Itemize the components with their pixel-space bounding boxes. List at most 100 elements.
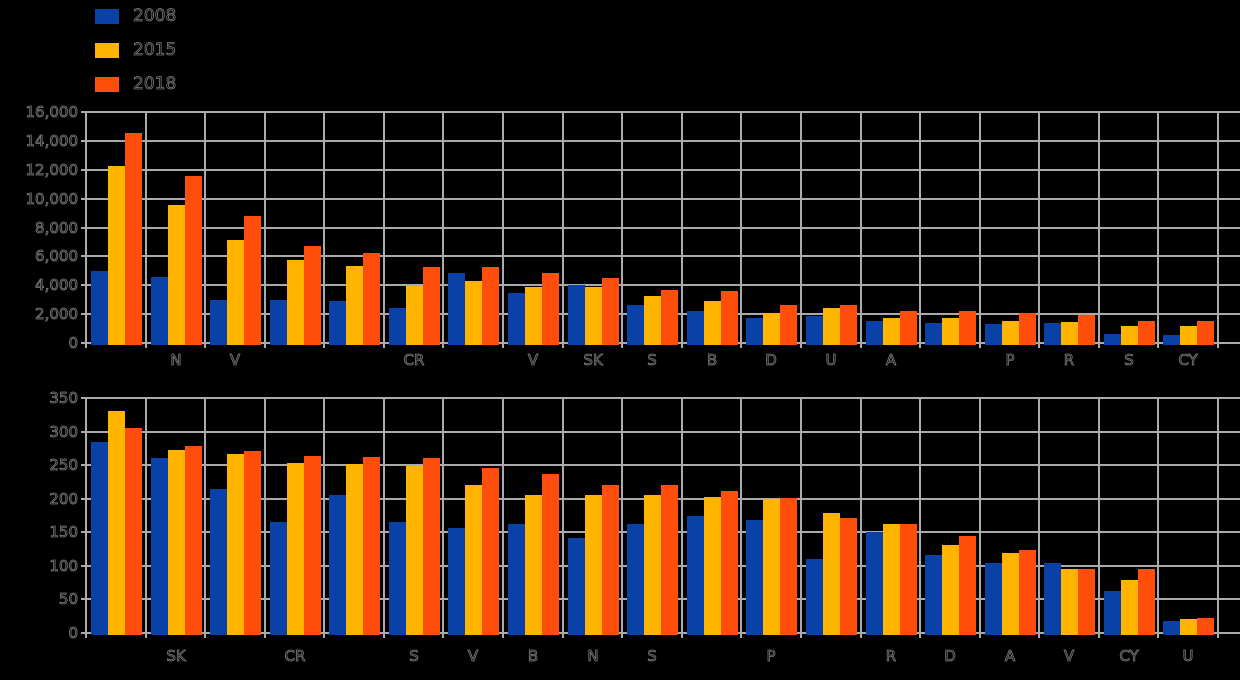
v-gridline <box>204 112 206 348</box>
legend-item: 2015 <box>95 40 177 61</box>
bar-2018 <box>780 498 797 635</box>
y-tick-label: 14,000 <box>25 132 78 151</box>
bar-2018 <box>482 267 499 345</box>
x-tick-label: CR <box>284 647 306 666</box>
v-gridline <box>442 112 444 348</box>
x-tick-label: D <box>765 351 777 370</box>
bar-2015 <box>644 296 661 345</box>
bar-2015 <box>644 495 661 635</box>
bar-2008 <box>210 489 227 635</box>
v-gridline <box>502 112 504 348</box>
bar-2015 <box>823 513 840 635</box>
bar-2018 <box>661 485 678 635</box>
bar-2015 <box>287 260 304 345</box>
bar-2008 <box>925 555 942 635</box>
y-tick-label: 12,000 <box>25 161 78 180</box>
bar-2018 <box>602 278 619 345</box>
bar-2008 <box>1104 334 1121 345</box>
x-tick-label: S <box>1124 351 1134 370</box>
y-tick-label: 6,000 <box>35 247 79 266</box>
bar-2018 <box>1138 321 1155 345</box>
v-gridline <box>979 398 981 638</box>
bar-2018 <box>363 253 380 345</box>
v-gridline <box>740 398 742 638</box>
v-gridline <box>323 398 325 638</box>
v-gridline <box>919 112 921 348</box>
bar-2008 <box>866 532 883 635</box>
x-tick-label: R <box>1063 351 1075 370</box>
x-tick-label: N <box>587 647 599 666</box>
x-tick-label: R <box>885 647 897 666</box>
v-gridline <box>1038 398 1040 638</box>
bar-2008 <box>448 528 465 635</box>
bar-2008 <box>151 277 168 345</box>
bar-2008 <box>627 305 644 345</box>
bar-2008 <box>1104 591 1121 635</box>
x-tick-label: SK <box>166 647 186 666</box>
legend-swatch <box>95 76 119 92</box>
bar-2008 <box>389 308 406 345</box>
v-gridline <box>681 398 683 638</box>
x-tick-label: B <box>527 647 539 666</box>
v-gridline <box>383 112 385 348</box>
bar-2008 <box>1163 335 1180 345</box>
x-tick-label: CR <box>403 351 425 370</box>
v-gridline <box>562 112 564 348</box>
x-tick-label: SK <box>583 351 603 370</box>
x-tick-label: V <box>467 647 479 666</box>
v-gridline <box>860 112 862 348</box>
bar-2015 <box>227 454 244 635</box>
v-gridline <box>383 398 385 638</box>
h-gridline <box>81 198 1240 200</box>
bar-2018 <box>185 446 202 635</box>
y-tick-label: 50 <box>58 590 79 609</box>
v-gridline <box>919 398 921 638</box>
bar-2015 <box>227 240 244 345</box>
bar-2008 <box>91 442 108 635</box>
bar-2015 <box>525 287 542 345</box>
y-tick-label: 8,000 <box>35 219 79 238</box>
v-gridline <box>800 112 802 348</box>
v-gridline <box>85 398 87 638</box>
bar-2018 <box>721 491 738 635</box>
bar-2008 <box>687 516 704 635</box>
legend-swatch <box>95 42 119 58</box>
x-tick-label: V <box>1063 647 1075 666</box>
bar-2015 <box>704 497 721 635</box>
v-gridline <box>562 398 564 638</box>
h-gridline <box>81 140 1240 142</box>
bar-2015 <box>1061 322 1078 345</box>
bar-2015 <box>465 485 482 635</box>
h-gridline <box>81 227 1240 229</box>
v-gridline <box>1157 398 1159 638</box>
bar-2015 <box>585 287 602 345</box>
bar-2008 <box>91 271 108 345</box>
y-tick-label: 150 <box>49 523 78 542</box>
bar-2008 <box>1044 563 1061 635</box>
top-chart-panel: 16,000 14,000 12,000 10,000 8,000 6,000 4,000 2… <box>25 103 1240 369</box>
bar-2018 <box>602 485 619 635</box>
h-gridline <box>81 397 1240 399</box>
x-tick-label: B <box>706 351 718 370</box>
bar-2018 <box>125 133 142 345</box>
bar-2015 <box>823 308 840 345</box>
h-gridline <box>81 169 1240 171</box>
v-gridline <box>264 398 266 638</box>
bar-2015 <box>585 495 602 635</box>
x-tick-label: P <box>766 647 776 666</box>
v-gridline <box>800 398 802 638</box>
v-gridline <box>1157 112 1159 348</box>
bar-2018 <box>900 311 917 345</box>
bar-2018 <box>1019 313 1036 345</box>
x-tick-label: U <box>1182 647 1194 666</box>
bar-2008 <box>985 324 1002 345</box>
bar-2018 <box>1019 550 1036 635</box>
bar-2008 <box>1163 621 1180 635</box>
bar-2008 <box>270 300 287 345</box>
bar-2008 <box>210 300 227 345</box>
bar-2018 <box>304 456 321 635</box>
legend-label: 2015 <box>133 40 177 61</box>
h-gridline <box>81 111 1240 113</box>
bar-2015 <box>168 205 185 345</box>
